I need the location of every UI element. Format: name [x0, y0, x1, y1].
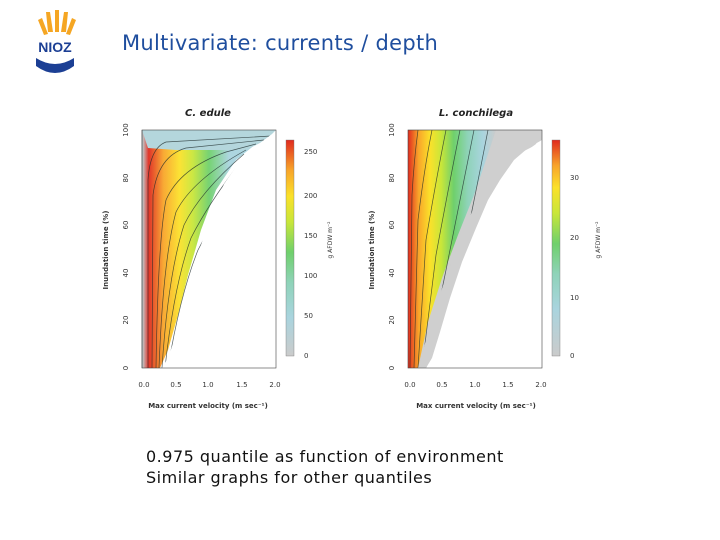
- x-tick: 0.5: [170, 381, 181, 389]
- chart-l-conchilega: L. conchilega 0 20 40 60 80 100: [368, 108, 602, 410]
- colorbar-tick: 10: [570, 294, 579, 302]
- heatmap-surface: [142, 130, 276, 368]
- colorbar-tick: 30: [570, 174, 579, 182]
- colorbar-tick: 250: [304, 148, 317, 156]
- x-tick: 1.5: [502, 381, 513, 389]
- x-axis-label: Max current velocity (m sec⁻¹): [416, 402, 536, 410]
- x-tick: 0.5: [436, 381, 447, 389]
- colorbar-tick: 0: [304, 352, 308, 360]
- y-axis: 0 20 40 60 80 100 Inundation time (%): [102, 123, 143, 370]
- y-tick: 0: [388, 366, 396, 370]
- x-tick: 1.0: [469, 381, 480, 389]
- colorbar-tick: 150: [304, 232, 317, 240]
- colorbar-label: g AFDW m⁻²: [327, 221, 334, 259]
- colorbar-tick: 200: [304, 192, 317, 200]
- gray-margin: [418, 130, 542, 368]
- colorbar-tick: 50: [304, 312, 313, 320]
- logo-text: NIOZ: [38, 39, 72, 55]
- figure-panel: C. edule 0 20: [102, 108, 602, 410]
- colorbar: 0 10 20 30 g AFDW m⁻²: [551, 139, 602, 360]
- colorbar-label: g AFDW m⁻²: [595, 221, 602, 259]
- plot-frame: [407, 129, 543, 369]
- x-tick: 2.0: [269, 381, 280, 389]
- slide-title: Multivariate: currents / depth: [122, 31, 439, 55]
- y-axis-label: Inundation time (%): [102, 211, 110, 290]
- y-tick: 60: [388, 221, 396, 230]
- x-tick: 0.0: [138, 381, 149, 389]
- y-tick: 80: [388, 174, 396, 183]
- chart-title: L. conchilega: [439, 108, 513, 119]
- caption-line: 0.975 quantile as function of environmen…: [146, 447, 504, 466]
- colorbar-gradient: [551, 139, 561, 357]
- x-axis: 0.0 0.5 1.0 1.5 2.0 Max current velocity…: [404, 381, 546, 410]
- colorbar-tick: 0: [570, 352, 574, 360]
- x-axis-label: Max current velocity (m sec⁻¹): [148, 402, 268, 410]
- y-axis: 0 20 40 60 80 100 Inundation time (%): [368, 123, 396, 370]
- y-axis-label: Inundation time (%): [368, 211, 376, 290]
- y-tick: 100: [122, 123, 130, 136]
- y-tick: 20: [388, 316, 396, 325]
- y-tick: 40: [388, 269, 396, 278]
- x-tick: 2.0: [535, 381, 546, 389]
- y-tick: 40: [122, 269, 130, 278]
- y-tick: 20: [122, 316, 130, 325]
- logo-wave-icon: [36, 58, 74, 73]
- blank-region: [426, 130, 542, 368]
- slide-caption: 0.975 quantile as function of environmen…: [146, 446, 504, 488]
- x-axis: 0.0 0.5 1.0 1.5 2.0 Max current velocity…: [138, 381, 280, 410]
- nioz-logo: NIOZ: [36, 10, 76, 73]
- colorbar-gradient: [285, 139, 295, 357]
- x-tick: 1.5: [236, 381, 247, 389]
- colorbar-tick: 20: [570, 234, 579, 242]
- x-tick: 0.0: [404, 381, 415, 389]
- y-tick: 0: [122, 366, 130, 370]
- logo-sun-rays-icon: [38, 10, 76, 35]
- blank-region: [162, 130, 276, 368]
- colorbar-tick: 100: [304, 272, 317, 280]
- heatmap-upper-band: [142, 130, 276, 150]
- y-tick: 80: [122, 174, 130, 183]
- y-tick: 100: [388, 123, 396, 136]
- caption-line: Similar graphs for other quantiles: [146, 468, 433, 487]
- y-tick: 60: [122, 221, 130, 230]
- heatmap-surface: [408, 130, 496, 368]
- chart-c-edule: C. edule 0 20: [102, 108, 334, 410]
- chart-title: C. edule: [185, 108, 231, 119]
- colorbar: 0 50 100 150 200 250 g AFDW m⁻²: [285, 139, 334, 360]
- x-tick: 1.0: [202, 381, 213, 389]
